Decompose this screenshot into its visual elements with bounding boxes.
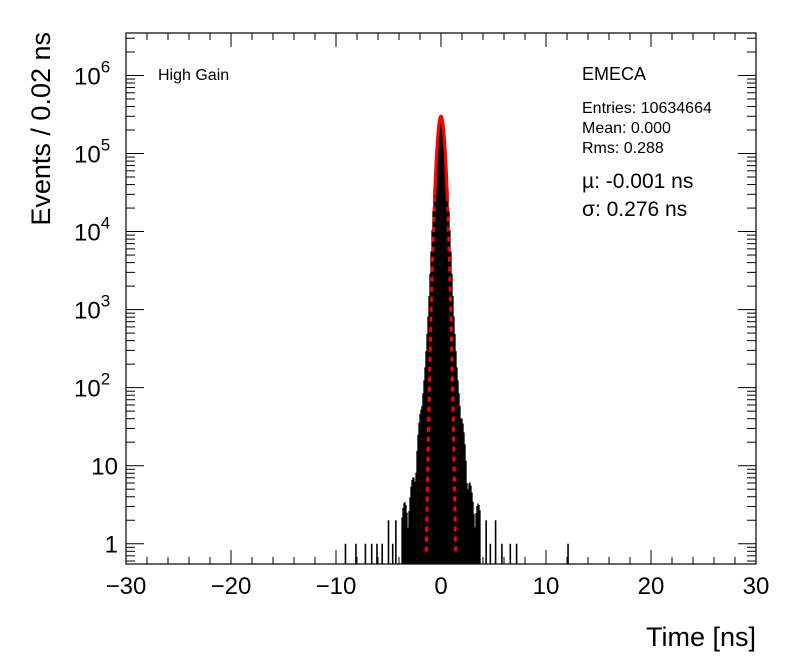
y-tick-label: 104 [74, 214, 110, 247]
plot-frame [125, 32, 757, 565]
x-tick-label: −20 [211, 573, 252, 600]
y-tick-label: 106 [74, 57, 110, 90]
fit-sigma: σ: 0.276 ns [582, 198, 687, 221]
stat-entries: Entries: 10634664 [582, 100, 712, 117]
y-axis-title: Events / 0.02 ns [26, 32, 56, 226]
x-tick-label: 30 [743, 573, 770, 600]
fit-curve-dashed-left [424, 196, 437, 552]
x-tick-label: −30 [106, 573, 147, 600]
fit-mu: µ: -0.001 ns [582, 170, 693, 193]
y-tick-label: 103 [74, 292, 110, 325]
y-tick-label: 105 [74, 136, 110, 169]
stat-rms: Rms: 0.288 [582, 140, 664, 157]
fit-curve-dashed-right [445, 196, 458, 553]
y-tick-label: 1 [105, 532, 118, 559]
x-tick-label: −10 [316, 573, 357, 600]
x-tick-label: 10 [533, 573, 560, 600]
stat-mean: Mean: 0.000 [582, 120, 671, 137]
fit-curve-solid [433, 114, 449, 197]
gain-label: High Gain [158, 67, 229, 84]
axis-ticks [125, 33, 757, 564]
gaussian-fit [424, 114, 458, 553]
x-tick-label: 20 [638, 573, 665, 600]
histogram [344, 116, 569, 564]
region-label: EMECA [582, 64, 646, 84]
tick-labels: −30 −20 −10 0 10 20 30 1 10 102 103 104 105 106 [74, 57, 769, 600]
x-tick-label: 0 [434, 573, 447, 600]
y-tick-label: 10 [91, 454, 118, 481]
y-tick-label: 102 [74, 370, 110, 403]
x-axis-title: Time [ns] [646, 622, 756, 652]
